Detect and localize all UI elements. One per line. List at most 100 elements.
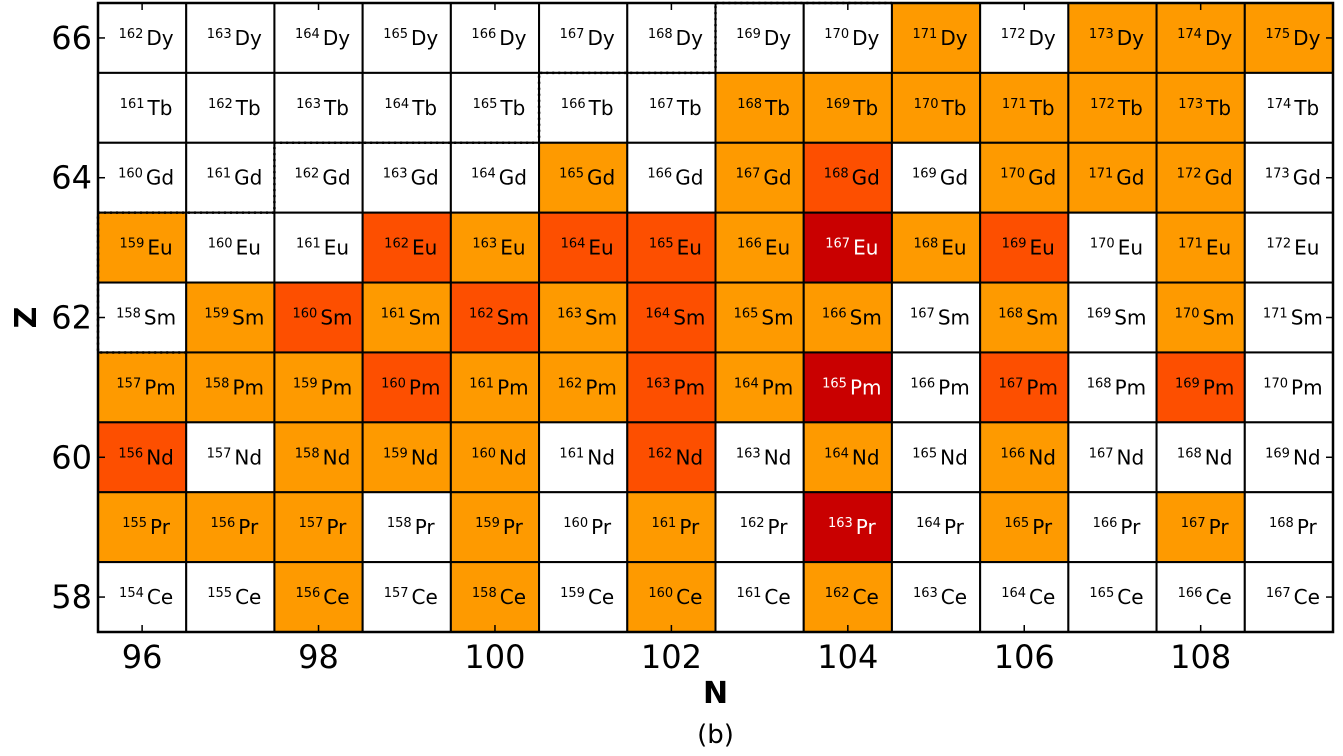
nuclide-label: 162 Tb: [208, 96, 261, 120]
element-symbol: Ce: [1294, 585, 1320, 609]
mass-number: 169: [1265, 446, 1290, 461]
nuclide-label: 169 Dy: [736, 26, 791, 50]
nuclide-label: 164 Pm: [734, 375, 793, 399]
element-symbol: Pm: [1115, 375, 1147, 399]
nuclide-label: 164 Ce: [1001, 585, 1055, 609]
mass-number: 168: [1177, 446, 1202, 461]
nuclide-cell: 163 Gd: [361, 141, 452, 214]
cell-fill: [97, 421, 188, 494]
y-axis-title: Z: [9, 307, 44, 329]
nuclide-label: 162 Sm: [469, 306, 529, 330]
element-symbol: Eu: [500, 236, 525, 260]
element-symbol: Gd: [1204, 166, 1232, 190]
nuclide-label: 170 Gd: [1000, 166, 1056, 190]
element-symbol: Ce: [235, 585, 261, 609]
mass-number: 158: [387, 516, 412, 531]
element-symbol: Eu: [236, 236, 261, 260]
nuclide-cell: 158 Nd: [273, 421, 364, 494]
cell-fill: [449, 71, 541, 144]
nuclide-label: 167 Dy: [560, 26, 615, 50]
nuclide-cell: 162 Sm: [449, 281, 541, 354]
mass-number: 168: [998, 307, 1023, 322]
nuclide-cell: 164 Eu: [538, 211, 629, 284]
mass-number: 166: [737, 237, 762, 252]
mass-number: 158: [472, 586, 497, 601]
x-tick-label: 104: [817, 638, 878, 676]
mass-number: 163: [472, 237, 497, 252]
cell-fill: [802, 281, 893, 354]
cell-fill: [1243, 71, 1335, 144]
mass-number: 167: [560, 27, 585, 42]
nuclide-cell: 173 Dy: [1067, 2, 1158, 74]
nuclide-cell: 174 Tb: [1243, 71, 1335, 144]
mass-number: 162: [557, 376, 582, 391]
cell-fill: [538, 281, 629, 354]
nuclide-label: 166 Dy: [471, 26, 526, 50]
element-symbol: Pm: [1026, 375, 1058, 399]
mass-number: 162: [295, 167, 320, 182]
mass-number: 167: [649, 97, 674, 112]
nuclide-cell: 170 Tb: [890, 71, 982, 144]
element-symbol: Pr: [415, 515, 436, 539]
nuclide-label: 162 Ce: [825, 585, 879, 609]
mass-number: 162: [208, 97, 233, 112]
element-symbol: Pr: [1209, 515, 1230, 539]
mass-number: 168: [1269, 516, 1294, 531]
nuclide-cell: 161 Tb: [97, 71, 188, 144]
nuclide-label: 173 Gd: [1265, 166, 1321, 190]
element-symbol: Sm: [1202, 306, 1234, 330]
element-symbol: Sm: [1026, 306, 1058, 330]
nuclide-cell: 167 Dy: [538, 2, 629, 74]
nuclide-label: 165 Gd: [559, 166, 615, 190]
nuclide-cell: 170 Sm: [1155, 281, 1246, 354]
nuclide-label: 158 Nd: [295, 445, 350, 469]
nuclide-cell: 161 Gd: [185, 141, 276, 214]
nuclide-cell: 160 Pm: [361, 351, 452, 424]
element-symbol: Dy: [411, 26, 438, 50]
element-symbol: Eu: [941, 236, 966, 260]
element-symbol: Tb: [588, 96, 614, 120]
nuclide-cell: 163 Tb: [273, 71, 364, 144]
mass-number: 171: [1002, 97, 1027, 112]
nuclide-label: 167 Pr: [1181, 515, 1230, 539]
nuclide-label: 172 Tb: [1090, 96, 1143, 120]
nuclide-cell: 164 Nd: [802, 421, 893, 494]
cell-fill: [449, 561, 541, 633]
nuclide-label: 164 Sm: [645, 306, 705, 330]
nuclide-label: 163 Pm: [646, 375, 705, 399]
element-symbol: Gd: [1028, 166, 1056, 190]
element-symbol: Eu: [412, 236, 437, 260]
cell-fill: [1243, 351, 1335, 424]
nuclide-label: 155 Ce: [207, 585, 261, 609]
nuclide-cell: 169 Sm: [1067, 281, 1158, 354]
mass-number: 166: [822, 307, 847, 322]
nuclide-cell: 167 Gd: [714, 141, 805, 214]
nuclide-label: 158 Ce: [472, 585, 526, 609]
cell-fill: [890, 2, 982, 74]
mass-number: 157: [384, 586, 409, 601]
nuclide-label: 163 Eu: [472, 236, 525, 260]
mass-number: 162: [740, 516, 765, 531]
nuclide-label: 168 Tb: [737, 96, 790, 120]
nuclide-cell: 170 Dy: [802, 2, 893, 74]
cell-fill: [1067, 561, 1158, 633]
element-symbol: Ce: [588, 585, 614, 609]
nuclide-label: 157 Nd: [207, 445, 262, 469]
cell-fill: [1243, 2, 1335, 74]
nuclide-cell: 162 Dy: [97, 2, 188, 74]
nuclide-cell: 158 Pm: [185, 351, 276, 424]
element-symbol: Dy: [499, 26, 526, 50]
nuclide-cell: 167 Eu: [802, 211, 893, 284]
element-symbol: Eu: [1030, 236, 1055, 260]
nuclide-cell: 154 Ce: [97, 561, 188, 633]
element-symbol: Sm: [1291, 306, 1323, 330]
nuclide-label: 158 Pr: [387, 515, 436, 539]
nuclide-cell: 169 Gd: [890, 141, 982, 214]
y-tick-label: 58: [51, 578, 92, 616]
mass-number: 159: [293, 376, 318, 391]
cell-fill: [361, 491, 452, 564]
element-symbol: Gd: [675, 166, 703, 190]
mass-number: 169: [736, 27, 761, 42]
element-symbol: Eu: [1294, 236, 1319, 260]
nuclide-label: 171 Gd: [1088, 166, 1144, 190]
